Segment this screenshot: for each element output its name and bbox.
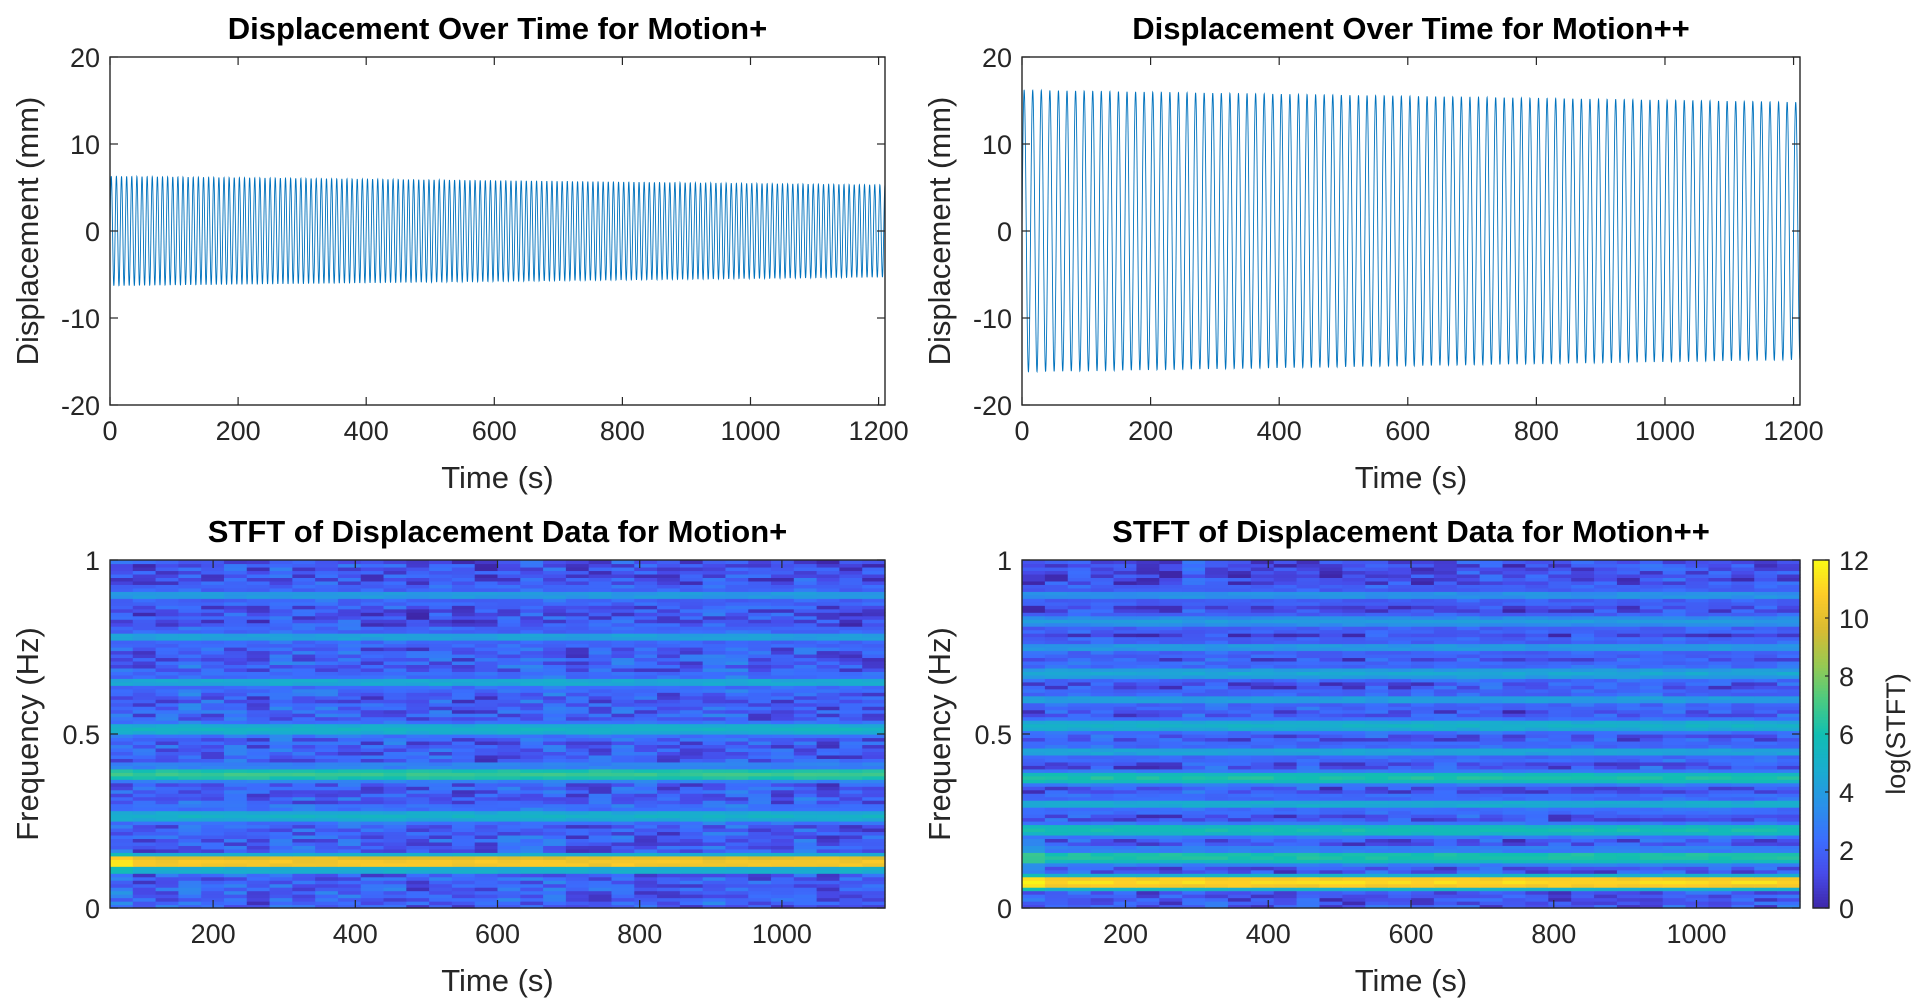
- x-tick-label: 800: [1514, 416, 1559, 446]
- x-tick-label: 400: [1257, 416, 1302, 446]
- y-tick-label: -20: [61, 391, 100, 421]
- x-tick-label: 200: [191, 919, 236, 949]
- x-tick-label: 0: [102, 416, 117, 446]
- plot-motion-plusplus-series-line: [1021, 88, 1801, 374]
- y-tick-label: -10: [61, 304, 100, 334]
- stft-motion-plusplus-xlabel: Time (s): [1355, 963, 1468, 998]
- x-tick-label: 1200: [1764, 416, 1824, 446]
- plot-motion-plusplus: Displacement Over Time for Motion++0 200 4…: [922, 11, 1824, 495]
- stft-motion-plus-heatmap: [110, 560, 886, 909]
- x-tick-label: 400: [1246, 919, 1291, 949]
- stft-motion-plusplus-title: STFT of Displacement Data for Motion++: [1112, 514, 1710, 549]
- y-tick-label: 20: [982, 43, 1012, 73]
- plot-motion-plus-ylabel: Displacement (mm): [10, 97, 45, 366]
- y-tick-label: 0: [997, 217, 1012, 247]
- plot-motion-plusplus-xlabel: Time (s): [1355, 460, 1468, 495]
- plot-motion-plusplus-frame: [1021, 56, 1801, 406]
- x-tick-label: 400: [333, 919, 378, 949]
- stft-motion-plusplus-ylabel: Frequency (Hz): [922, 627, 957, 841]
- plot-motion-plus: Displacement Over Time for Motion+0 200 40…: [10, 11, 909, 495]
- stft-motion-plus-title: STFT of Displacement Data for Motion+: [208, 514, 788, 549]
- plot-motion-plusplus-title: Displacement Over Time for Motion++: [1132, 11, 1690, 46]
- plot-motion-plus-xlabel: Time (s): [441, 460, 554, 495]
- colorbar-tick-label: 8: [1839, 662, 1854, 692]
- y-tick-label: -20: [973, 391, 1012, 421]
- plot-motion-plus-title: Displacement Over Time for Motion+: [228, 11, 767, 46]
- x-tick-label: 600: [1385, 416, 1430, 446]
- y-tick-label: 0: [85, 894, 100, 924]
- x-tick-label: 800: [617, 919, 662, 949]
- x-tick-label: 1000: [1666, 919, 1726, 949]
- colorbar-tick-label: 6: [1839, 720, 1854, 750]
- colorbar-tick-label: 0: [1839, 894, 1854, 924]
- x-tick-label: 600: [1388, 919, 1433, 949]
- y-tick-label: 20: [70, 43, 100, 73]
- stft-motion-plusplus-heatmap: [1022, 560, 1801, 909]
- stft-motion-plus-xlabel: Time (s): [441, 963, 554, 998]
- x-tick-label: 600: [472, 416, 517, 446]
- colorbar-tick-label: 10: [1839, 604, 1869, 634]
- x-tick-label: 800: [1531, 919, 1576, 949]
- x-tick-label: 1000: [752, 919, 812, 949]
- plot-motion-plus-series-line: [109, 174, 886, 287]
- x-tick-label: 1000: [1635, 416, 1695, 446]
- plot-motion-plusplus-ylabel: Displacement (mm): [922, 97, 957, 366]
- colorbar: 0 2 4 6 8 10 12 log(STFT): [1812, 546, 1911, 924]
- x-tick-label: 200: [1103, 919, 1148, 949]
- x-tick-label: 400: [344, 416, 389, 446]
- y-tick-label: 0.5: [974, 720, 1012, 750]
- x-tick-label: 1000: [720, 416, 780, 446]
- y-tick-label: 10: [70, 130, 100, 160]
- x-tick-label: 0: [1014, 416, 1029, 446]
- y-tick-label: 0.5: [62, 720, 100, 750]
- x-tick-label: 1200: [849, 416, 909, 446]
- y-tick-label: 10: [982, 130, 1012, 160]
- y-tick-label: 1: [85, 546, 100, 576]
- colorbar-label: log(STFT): [1881, 673, 1911, 795]
- colorbar-tick-label: 4: [1839, 778, 1854, 808]
- y-tick-label: 1: [997, 546, 1012, 576]
- stft-motion-plus-ylabel: Frequency (Hz): [10, 627, 45, 841]
- stft-motion-plus: STFT of Displacement Data for Motion+ 200…: [10, 514, 886, 998]
- x-tick-label: 800: [600, 416, 645, 446]
- y-tick-label: -10: [973, 304, 1012, 334]
- x-tick-label: 200: [216, 416, 261, 446]
- x-tick-label: 600: [475, 919, 520, 949]
- stft-motion-plusplus: STFT of Displacement Data for Motion++ 20…: [922, 514, 1801, 998]
- y-tick-label: 0: [85, 217, 100, 247]
- x-tick-label: 200: [1128, 416, 1173, 446]
- y-tick-label: 0: [997, 894, 1012, 924]
- colorbar-tick-label: 2: [1839, 836, 1854, 866]
- colorbar-tick-label: 12: [1839, 546, 1869, 576]
